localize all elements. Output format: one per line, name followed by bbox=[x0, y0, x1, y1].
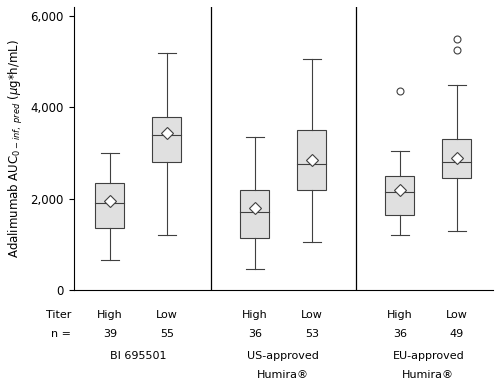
Text: Titer: Titer bbox=[46, 310, 71, 319]
Bar bbox=[298, 130, 326, 190]
Text: 55: 55 bbox=[160, 329, 174, 339]
Bar bbox=[442, 139, 472, 178]
Text: EU-approved: EU-approved bbox=[392, 351, 464, 361]
Bar bbox=[152, 117, 182, 162]
Text: High: High bbox=[242, 310, 268, 319]
Text: BI 695501: BI 695501 bbox=[110, 351, 166, 361]
Text: Low: Low bbox=[301, 310, 322, 319]
Text: n =: n = bbox=[51, 329, 71, 339]
Text: Low: Low bbox=[446, 310, 468, 319]
Text: 36: 36 bbox=[248, 329, 262, 339]
Text: US-approved: US-approved bbox=[248, 351, 320, 361]
Text: Humira®: Humira® bbox=[402, 370, 454, 380]
Text: High: High bbox=[97, 310, 122, 319]
Bar bbox=[96, 183, 124, 228]
Bar bbox=[386, 176, 414, 215]
Text: 53: 53 bbox=[305, 329, 319, 339]
Text: Low: Low bbox=[156, 310, 178, 319]
Bar bbox=[240, 190, 270, 237]
Y-axis label: Adalimumab AUC$_{0-inf,\ pred}$ ($\mu$g*h/mL): Adalimumab AUC$_{0-inf,\ pred}$ ($\mu$g*… bbox=[7, 39, 25, 258]
Text: High: High bbox=[387, 310, 412, 319]
Text: 36: 36 bbox=[393, 329, 407, 339]
Text: 49: 49 bbox=[450, 329, 464, 339]
Text: 39: 39 bbox=[103, 329, 117, 339]
Text: Humira®: Humira® bbox=[258, 370, 310, 380]
